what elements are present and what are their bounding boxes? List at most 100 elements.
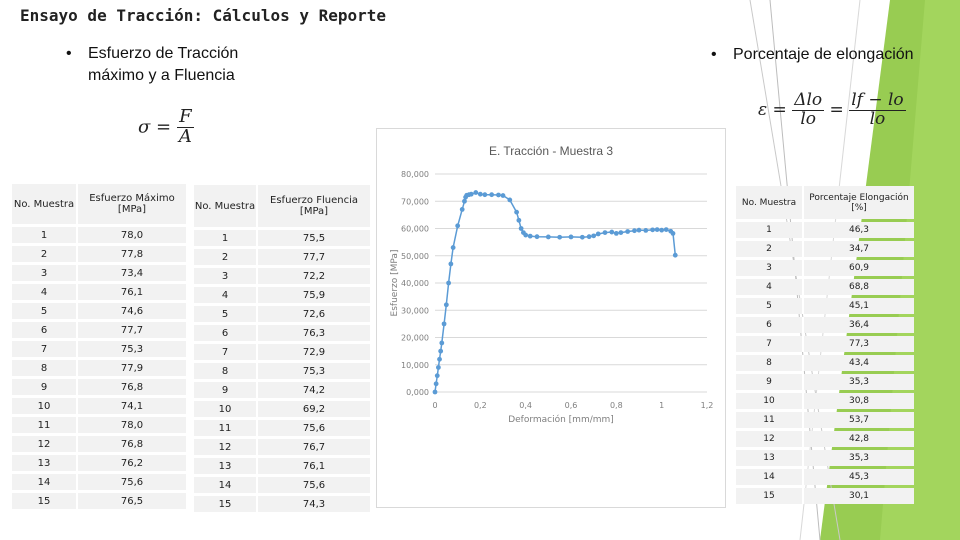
sample-number-cell: 12: [736, 431, 804, 447]
max-stress-value-cell: 76,8: [78, 379, 186, 395]
sample-number-cell: 13: [736, 450, 804, 466]
yield-stress-value-cell: 69,2: [258, 401, 370, 417]
data-point: [579, 234, 585, 240]
series-line: [434, 191, 677, 393]
y-tick-label: 70,000: [401, 197, 429, 206]
sample-number-cell: 5: [736, 298, 804, 314]
sample-number-cell: 12: [12, 436, 78, 452]
table-row: 9 76,8: [12, 379, 186, 395]
formula-strain-eq2: =: [829, 99, 844, 120]
table-row: 15 30,1: [736, 488, 914, 504]
elongation-value-cell: 53,7: [804, 412, 914, 428]
data-point: [500, 193, 506, 198]
yield-stress-value-cell: 75,6: [258, 477, 370, 493]
table-row: 8 77,9: [12, 360, 186, 376]
yield-stress-value-cell: 72,9: [258, 344, 370, 360]
data-point: [568, 234, 574, 240]
x-tick-label: 0,6: [565, 401, 578, 410]
sample-number-cell: 9: [736, 374, 804, 390]
table-row: 4 75,9: [194, 287, 370, 303]
data-point: [654, 227, 660, 232]
data-point: [625, 229, 631, 234]
data-point: [516, 217, 522, 223]
sample-number-cell: 14: [12, 474, 78, 490]
data-point: [613, 231, 619, 236]
data-point: [432, 389, 438, 395]
table-row: 5 72,6: [194, 306, 370, 322]
data-point: [434, 373, 440, 379]
elongation-value-cell: 36,4: [804, 317, 914, 333]
table-row: 12 76,7: [194, 439, 370, 455]
table-row: 12 42,8: [736, 431, 914, 447]
table-row: 13 76,1: [194, 458, 370, 474]
formula-stress-eq: =: [156, 116, 172, 138]
elongation-value-cell: 35,3: [804, 374, 914, 390]
yield-stress-value-cell: 74,2: [258, 382, 370, 398]
sample-number-cell: 14: [736, 469, 804, 485]
sample-number-cell: 11: [12, 417, 78, 433]
table-row: 3 73,4: [12, 265, 186, 281]
elongation-value-cell: 30,8: [804, 393, 914, 409]
data-point: [534, 234, 540, 240]
table-row: 7 75,3: [12, 341, 186, 357]
elongation-value-cell: 45,1: [804, 298, 914, 314]
yield-stress-value-cell: 76,1: [258, 458, 370, 474]
data-point: [438, 348, 444, 354]
formula-stress-fraction: F A: [177, 107, 194, 147]
formula-strain-fraction1: Δlo lo: [792, 90, 825, 129]
data-point: [545, 234, 551, 240]
data-point: [482, 192, 488, 198]
sample-number-cell: 2: [12, 246, 78, 262]
elongation-value-cell: 43,4: [804, 355, 914, 371]
table-row: 9 35,3: [736, 374, 914, 390]
data-point: [468, 191, 474, 197]
table-header-cell: Porcentaje Elongación [%]: [804, 186, 914, 219]
sample-number-cell: 9: [194, 382, 258, 398]
sample-number-cell: 4: [736, 279, 804, 295]
table-header-cell: Esfuerzo Máximo [MPa]: [78, 184, 186, 224]
data-point: [595, 231, 601, 237]
slide-title: Ensayo de Tracción: Cálculos y Reporte: [20, 6, 387, 25]
data-point: [591, 233, 597, 239]
table-row: 3 60,9: [736, 260, 914, 276]
table-header-cell: No. Muestra: [12, 184, 78, 224]
elongation-value-cell: 60,9: [804, 260, 914, 276]
table-row: 12 76,8: [12, 436, 186, 452]
sample-number-cell: 13: [194, 458, 258, 474]
data-point: [439, 340, 445, 346]
data-point: [523, 232, 529, 238]
data-point: [602, 230, 608, 235]
max-stress-value-cell: 75,3: [78, 341, 186, 357]
table-row: 4 76,1: [12, 284, 186, 300]
formula-stress-denominator: A: [178, 125, 192, 147]
sample-number-cell: 9: [12, 379, 78, 395]
table-row: 10 74,1: [12, 398, 186, 414]
data-point: [636, 227, 642, 233]
sample-number-cell: 2: [194, 249, 258, 265]
data-point: [650, 227, 655, 233]
table-row: 11 78,0: [12, 417, 186, 433]
table-row: 5 45,1: [736, 298, 914, 314]
max-stress-value-cell: 76,2: [78, 455, 186, 471]
elongation-value-cell: 68,8: [804, 279, 914, 295]
table-row: 5 74,6: [12, 303, 186, 319]
sample-number-cell: 1: [736, 222, 804, 238]
max-stress-value-cell: 78,0: [78, 417, 186, 433]
data-point: [643, 228, 649, 233]
table-max-stress: No. Muestra Esfuerzo Máximo [MPa] 1 78,0 2…: [12, 181, 186, 512]
y-tick-label: 60,000: [401, 225, 429, 234]
max-stress-value-cell: 75,6: [78, 474, 186, 490]
yield-stress-value-cell: 72,6: [258, 306, 370, 322]
yield-stress-value-cell: 75,6: [258, 420, 370, 436]
formula-strain-num2: lf − lo: [849, 90, 906, 111]
data-point: [527, 233, 533, 239]
yield-stress-value-cell: 76,7: [258, 439, 370, 455]
formula-strain-num1: Δlo: [792, 90, 825, 111]
yield-stress-value-cell: 75,5: [258, 230, 370, 246]
y-tick-label: 30,000: [401, 306, 429, 315]
x-axis-label: Deformación [mm/mm]: [508, 414, 614, 425]
table-row: 7 72,9: [194, 344, 370, 360]
max-stress-value-cell: 76,5: [78, 493, 186, 509]
table-header-cell: No. Muestra: [736, 186, 804, 219]
data-point: [462, 198, 467, 204]
